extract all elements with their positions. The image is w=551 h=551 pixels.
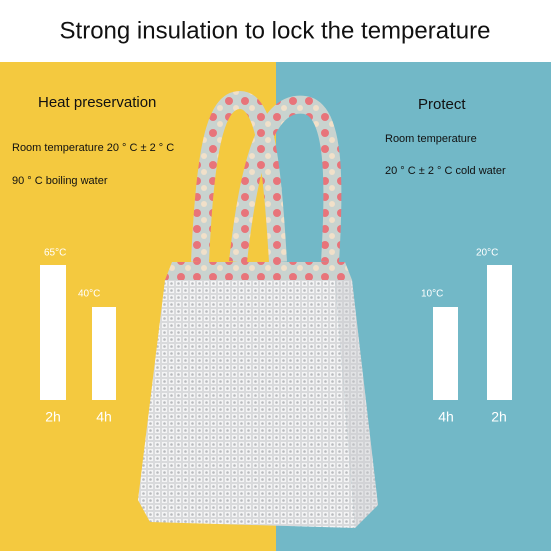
left-line: 90 ° C boiling water bbox=[12, 175, 108, 187]
right-line: 20 ° C ± 2 ° C cold water bbox=[385, 165, 506, 177]
bar bbox=[40, 265, 66, 400]
bar-label: 65°C bbox=[44, 248, 66, 259]
bar-label: 40°C bbox=[78, 289, 100, 300]
right-line: Room temperature bbox=[385, 133, 477, 145]
bar-label: 10°C bbox=[421, 289, 443, 300]
right-heading: Protect bbox=[418, 96, 466, 113]
bag bbox=[138, 90, 378, 528]
left-heading: Heat preservation bbox=[38, 94, 156, 111]
bar-time: 4h bbox=[438, 409, 454, 425]
bar-time: 4h bbox=[96, 409, 112, 425]
bar bbox=[487, 265, 512, 400]
bar bbox=[92, 307, 116, 400]
bar-time: 2h bbox=[45, 409, 61, 425]
left-line: Room temperature 20 ° C ± 2 ° C bbox=[12, 142, 174, 154]
title: Strong insulation to lock the temperatur… bbox=[60, 17, 491, 44]
bar-label: 20°C bbox=[476, 248, 498, 259]
header-band bbox=[0, 0, 551, 62]
bar bbox=[433, 307, 458, 400]
bar-time: 2h bbox=[491, 409, 507, 425]
